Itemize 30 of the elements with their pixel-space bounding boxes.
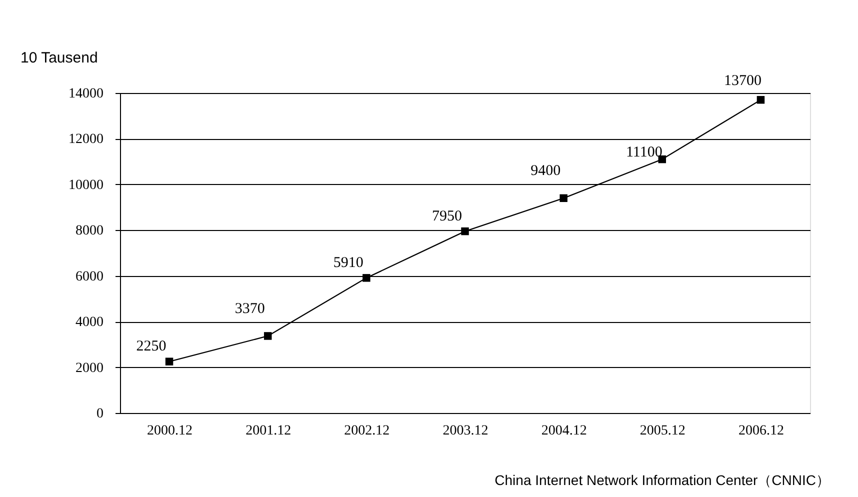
y-tick-label: 0: [96, 406, 104, 422]
x-tick-label: 2004.12: [541, 424, 587, 438]
x-tick-label: 2002.12: [344, 424, 390, 438]
data-label: 11100: [626, 144, 662, 160]
data-label: 5910: [333, 254, 364, 271]
point: [461, 227, 469, 236]
x-tick-label: 2000.12: [147, 424, 193, 438]
y-tick-label: 14000: [68, 86, 104, 102]
y-tick-label: 4000: [76, 315, 104, 330]
data-label: 7950: [432, 208, 462, 224]
y-tick-label: 12000: [68, 132, 104, 148]
data-label: 2250: [136, 338, 166, 355]
data-label: 13700: [724, 72, 762, 89]
y-tick-label: 6000: [76, 269, 104, 284]
y-tick-label: 10000: [68, 178, 104, 193]
x-tick-label: 2001.12: [246, 424, 292, 438]
data-label: 3370: [234, 300, 265, 317]
point: [264, 332, 272, 340]
point: [165, 358, 174, 366]
y-tick-label: 2000: [76, 360, 104, 376]
text: China Internet Network Information Center（CNNIC）: [494, 472, 830, 488]
x-tick-label: 2006.12: [738, 424, 784, 438]
point: [362, 274, 370, 282]
x-tick-label: 2005.12: [640, 424, 686, 438]
point: [756, 96, 765, 104]
point: [560, 194, 568, 202]
y-axis-title: 10 Tausend: [20, 50, 98, 66]
data-label: 9400: [530, 163, 561, 180]
y-tick-label: 8000: [76, 224, 104, 239]
x-tick-label: 2003.12: [442, 424, 488, 438]
